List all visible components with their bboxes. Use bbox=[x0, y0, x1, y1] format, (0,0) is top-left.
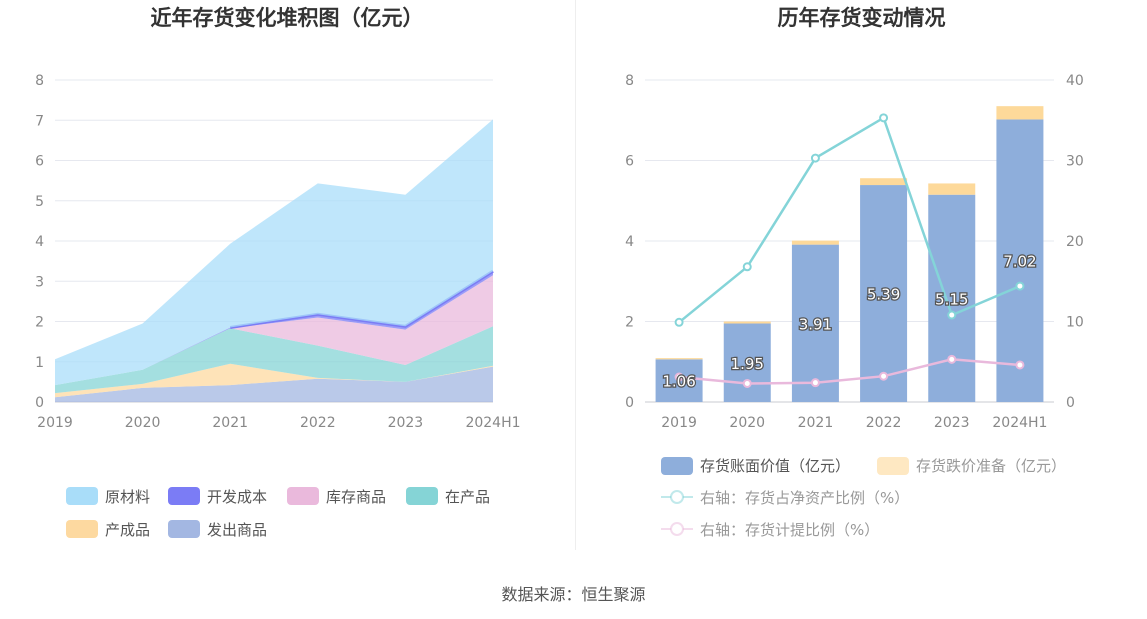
right-y-right-tick: 40 bbox=[1066, 73, 1084, 89]
bar-impairment-reserve bbox=[655, 358, 703, 360]
area-series-goods bbox=[55, 275, 493, 386]
bar-book-value bbox=[723, 323, 771, 402]
right-y-right-tick: 20 bbox=[1066, 234, 1084, 250]
line-point-line_ratio bbox=[674, 317, 684, 327]
left-legend-swatch-wip_dev bbox=[168, 487, 200, 505]
bar-value-label: 1.95 bbox=[731, 355, 764, 373]
left-x-tick: 2019 bbox=[37, 415, 73, 431]
right-y-right-tick: 10 bbox=[1066, 315, 1084, 331]
left-y-tick: 4 bbox=[35, 234, 44, 250]
right-x-tick: 2020 bbox=[729, 415, 765, 431]
left-legend-swatch-in_prod bbox=[406, 487, 438, 505]
left-legend-swatch-finished bbox=[66, 520, 98, 538]
left-legend-swatch-goods bbox=[287, 487, 319, 505]
bar-book-value bbox=[860, 185, 908, 402]
left-y-tick: 7 bbox=[35, 113, 44, 129]
left-y-tick: 6 bbox=[35, 154, 44, 170]
right-legend-marker-line_ratio bbox=[670, 490, 684, 504]
left-x-tick: 2020 bbox=[125, 415, 161, 431]
left-x-tick: 2023 bbox=[388, 415, 424, 431]
right-x-tick: 2024H1 bbox=[992, 415, 1047, 431]
right-x-tick: 2023 bbox=[934, 415, 970, 431]
area-series-in_prod bbox=[55, 326, 493, 394]
right-y-left-tick: 6 bbox=[625, 154, 634, 170]
right-x-tick: 2021 bbox=[798, 415, 834, 431]
line-point-line_provision bbox=[742, 378, 752, 388]
left-y-tick: 1 bbox=[35, 355, 44, 371]
bar-value-label: 5.39 bbox=[867, 286, 900, 304]
left-x-tick: 2021 bbox=[212, 415, 248, 431]
right-legend-swatch-reserve bbox=[877, 457, 909, 475]
area-series-finished bbox=[55, 363, 493, 398]
bar-value-label: 1.06 bbox=[662, 373, 695, 391]
line-point-line_provision bbox=[947, 354, 957, 364]
right-legend-label: 存货跌价准备（亿元） bbox=[916, 457, 1066, 475]
line-point-line_provision bbox=[810, 378, 820, 388]
bar-impairment-reserve bbox=[928, 183, 976, 195]
bar-impairment-reserve bbox=[791, 240, 839, 245]
right-legend-marker-line_provision bbox=[670, 522, 684, 536]
line-point-line_ratio bbox=[742, 262, 752, 272]
bar-book-value bbox=[996, 119, 1044, 402]
left-legend-label: 开发成本 bbox=[207, 488, 267, 506]
line-point-line_ratio bbox=[810, 153, 820, 163]
right-legend-label: 右轴：存货占净资产比例（%） bbox=[700, 489, 909, 507]
right-y-right-tick: 30 bbox=[1066, 154, 1084, 170]
left-legend-label: 库存商品 bbox=[326, 488, 386, 506]
left-y-tick: 5 bbox=[35, 194, 44, 210]
bar-value-label: 3.91 bbox=[799, 315, 832, 333]
right-y-left-tick: 2 bbox=[625, 315, 634, 331]
data-source-note: 数据来源：恒生聚源 bbox=[501, 585, 646, 604]
right-x-tick: 2019 bbox=[661, 415, 697, 431]
line-series-line_provision bbox=[678, 358, 1021, 385]
right-x-tick: 2022 bbox=[866, 415, 902, 431]
line-point-line_ratio bbox=[1015, 281, 1025, 291]
bar-book-value bbox=[928, 194, 976, 402]
bar-book-value bbox=[791, 244, 839, 402]
left-legend-swatch-raw bbox=[66, 487, 98, 505]
bar-impairment-reserve bbox=[860, 178, 908, 186]
line-point-line_provision bbox=[879, 371, 889, 381]
line-point-line_ratio bbox=[947, 310, 957, 320]
line-series-line_ratio bbox=[678, 115, 1021, 324]
left-y-tick: 3 bbox=[35, 274, 44, 290]
right-y-left-tick: 4 bbox=[625, 234, 634, 250]
left-y-tick: 2 bbox=[35, 315, 44, 331]
left-chart-title: 近年存货变化堆积图（亿元） bbox=[150, 6, 424, 30]
area-series-raw bbox=[55, 119, 493, 386]
left-y-tick: 0 bbox=[35, 395, 44, 411]
line-point-line_ratio bbox=[879, 113, 889, 123]
right-y-right-tick: 0 bbox=[1066, 395, 1075, 411]
area-series-shipped bbox=[55, 366, 493, 402]
left-y-tick: 8 bbox=[35, 73, 44, 89]
left-x-tick: 2022 bbox=[300, 415, 336, 431]
left-x-tick: 2024H1 bbox=[465, 415, 520, 431]
right-chart-title: 历年存货变动情况 bbox=[777, 6, 946, 30]
left-legend-label: 产成品 bbox=[105, 521, 150, 539]
left-legend-label: 发出商品 bbox=[207, 521, 267, 539]
bar-impairment-reserve bbox=[723, 321, 771, 324]
line-point-line_provision bbox=[674, 372, 684, 382]
right-legend-label: 右轴：存货计提比例（%） bbox=[700, 521, 879, 539]
right-y-left-tick: 8 bbox=[625, 73, 634, 89]
right-legend-swatch-book bbox=[661, 457, 693, 475]
area-series-wip_dev bbox=[55, 271, 493, 386]
left-legend-label: 原材料 bbox=[105, 488, 150, 506]
left-legend-label: 在产品 bbox=[445, 488, 490, 506]
right-y-left-tick: 0 bbox=[625, 395, 634, 411]
right-legend-label: 存货账面价值（亿元） bbox=[700, 457, 850, 475]
bar-value-label: 7.02 bbox=[1003, 253, 1036, 271]
chart-divider bbox=[575, 0, 576, 550]
bar-impairment-reserve bbox=[996, 106, 1044, 120]
left-legend-swatch-shipped bbox=[168, 520, 200, 538]
bar-value-label: 5.15 bbox=[935, 290, 968, 308]
line-point-line_provision bbox=[1015, 360, 1025, 370]
